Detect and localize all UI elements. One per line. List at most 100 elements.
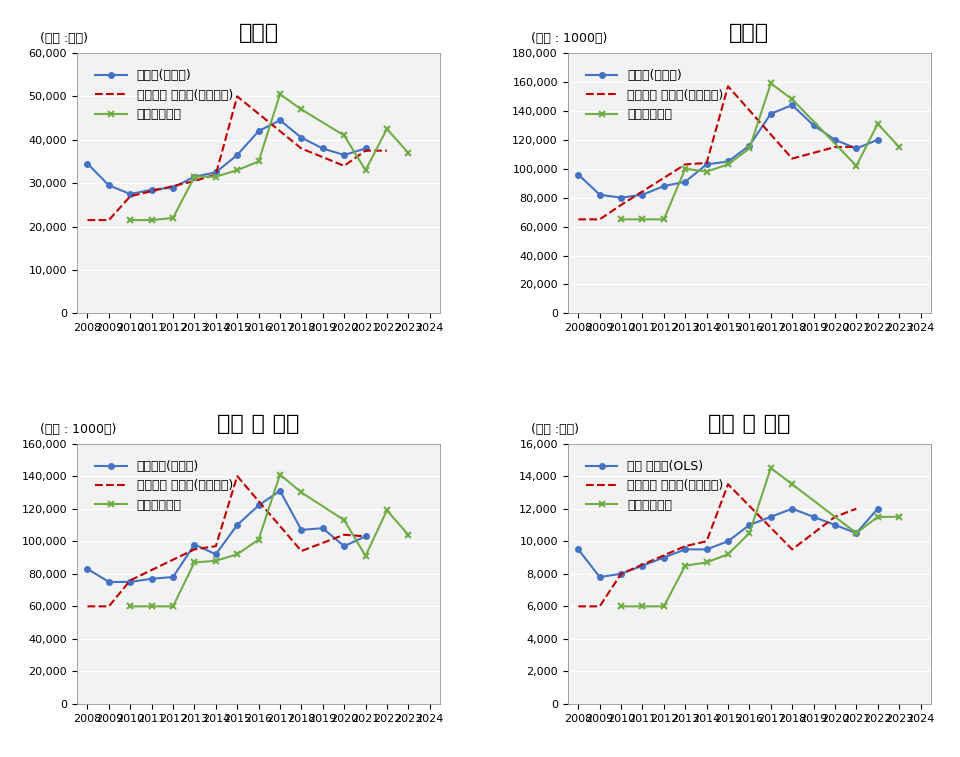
- Line: 향후예상수요: 향후예상수요: [127, 471, 412, 610]
- 출하량(공급량): [338, 151, 349, 160]
- 출하량(공급량): [189, 172, 201, 181]
- 향후예상수요: [402, 530, 414, 539]
- 향후예상수요: [231, 550, 243, 559]
- 채취실적(공급량): [189, 540, 201, 549]
- 착공예측 수요량(단순평균): [851, 142, 862, 151]
- 착공예측 수요량(단순평균): [594, 215, 606, 224]
- 추정 수요량(OLS): [636, 561, 648, 570]
- 향후예상수요: [636, 602, 648, 611]
- 향후예상수요: [189, 172, 201, 181]
- Line: 추정 수요량(OLS): 추정 수요량(OLS): [576, 506, 880, 580]
- 추정 수요량(OLS): [659, 553, 670, 562]
- 착공예측 수요량(단순평균): [829, 142, 841, 151]
- 착공예측 수요량(단순평균): [680, 160, 691, 169]
- 향후예상수요: [296, 488, 307, 497]
- 출하량(공급량): [572, 170, 584, 179]
- 추정 수요량(OLS): [872, 504, 883, 513]
- 향후예상수요: [786, 95, 798, 104]
- 출하량(공급량): [744, 141, 756, 150]
- 추정 수요량(OLS): [722, 537, 733, 546]
- 착공예측 수요량(단순평균): [82, 602, 93, 611]
- 향후예상수요: [252, 535, 264, 544]
- 향후예상수요: [167, 213, 179, 223]
- 착공예측 수요량(단순평균): [338, 530, 349, 539]
- 착공예측 수요량(단순평균): [701, 537, 712, 546]
- 출하량(공급량): [210, 168, 222, 177]
- Line: 향후예상수요: 향후예상수요: [617, 465, 902, 610]
- 향후예상수요: [338, 131, 349, 140]
- 착공예측 수요량(단순평균): [722, 480, 733, 489]
- 추정 수요량(OLS): [572, 545, 584, 554]
- 추정 수요량(OLS): [701, 545, 712, 554]
- 착공예측 수요량(단순평균): [296, 547, 307, 556]
- 출하량(공급량): [360, 144, 372, 153]
- 채취실적(공급량): [167, 572, 179, 581]
- 착공예측 수요량(단순평균): [189, 176, 201, 185]
- Line: 채취실적(공급량): 채취실적(공급량): [84, 488, 369, 584]
- Line: 출하량(공급량): 출하량(공급량): [576, 102, 880, 201]
- 착공예측 수요량(단순평균): [338, 161, 349, 170]
- 출하량(공급량): [701, 160, 712, 169]
- Text: (단위 :천톤): (단위 :천톤): [40, 33, 88, 45]
- Title: 골재 및 석재: 골재 및 석재: [217, 414, 300, 434]
- 착공예측 수요량(단순평균): [103, 602, 114, 611]
- 향후예상수요: [296, 105, 307, 114]
- 채취실적(공급량): [317, 524, 328, 533]
- 향후예상수요: [381, 124, 393, 133]
- 출하량(공급량): [317, 144, 328, 153]
- Legend: 출하량(공급량), 착공예측 수요량(단순평균), 향후예상수요: 출하량(공급량), 착공예측 수요량(단순평균), 향후예상수요: [581, 64, 729, 126]
- Text: (단위 : 1000㎥): (단위 : 1000㎥): [531, 33, 608, 45]
- Title: 철근 및 봉강: 철근 및 봉강: [708, 414, 791, 434]
- 착공예측 수요량(단순평균): [615, 201, 627, 210]
- 착공예측 수요량(단순평균): [722, 82, 733, 91]
- 착공예측 수요량(단순평균): [786, 154, 798, 164]
- 출하량(공급량): [722, 157, 733, 166]
- Line: 착공예측 수요량(단순평균): 착공예측 수요량(단순평균): [87, 96, 387, 220]
- 향후예상수요: [765, 79, 777, 88]
- Line: 향후예상수요: 향후예상수요: [127, 91, 412, 223]
- 향후예상수요: [722, 160, 733, 169]
- 향후예상수요: [275, 470, 286, 479]
- 출하량(공급량): [125, 189, 136, 198]
- 착공예측 수요량(단순평균): [680, 541, 691, 550]
- 착공예측 수요량(단순평균): [615, 569, 627, 578]
- 출하량(공급량): [167, 183, 179, 192]
- 출하량(공급량): [252, 126, 264, 136]
- 추정 수요량(OLS): [765, 512, 777, 522]
- 향후예상수요: [189, 558, 201, 567]
- Line: 향후예상수요: 향후예상수요: [617, 80, 902, 223]
- 착공예측 수요량(단순평균): [210, 170, 222, 179]
- Line: 착공예측 수요량(단순평균): 착공예측 수요량(단순평균): [578, 484, 856, 606]
- 향후예상수요: [851, 528, 862, 537]
- 채취실적(공급량): [338, 541, 349, 550]
- 향후예상수요: [360, 551, 372, 560]
- 추정 수요량(OLS): [786, 504, 798, 513]
- 향후예상수요: [659, 215, 670, 224]
- 향후예상수요: [659, 602, 670, 611]
- 착공예측 수요량(단순평균): [572, 215, 584, 224]
- 향후예상수요: [402, 148, 414, 157]
- 출하량(공급량): [103, 181, 114, 190]
- 착공예측 수요량(단순평균): [360, 532, 372, 541]
- 착공예측 수요량(단순평균): [231, 92, 243, 101]
- 향후예상수요: [636, 215, 648, 224]
- 착공예측 수요량(단순평균): [189, 545, 201, 554]
- 향후예상수요: [872, 512, 883, 522]
- 출하량(공급량): [146, 185, 157, 195]
- 채취실적(공급량): [231, 521, 243, 530]
- 추정 수요량(OLS): [851, 528, 862, 537]
- 출하량(공급량): [872, 136, 883, 145]
- 착공예측 수요량(단순평균): [786, 545, 798, 554]
- 출하량(공급량): [275, 116, 286, 125]
- 향후예상수요: [615, 602, 627, 611]
- 향후예상수요: [146, 602, 157, 611]
- 출하량(공급량): [82, 159, 93, 168]
- 착공예측 수요량(단순평균): [210, 541, 222, 550]
- 채취실적(공급량): [252, 501, 264, 510]
- 향후예상수요: [701, 558, 712, 567]
- 향후예상수요: [872, 120, 883, 129]
- Text: (단위 :천톤): (단위 :천톤): [531, 423, 579, 436]
- 추정 수요량(OLS): [829, 521, 841, 530]
- 착공예측 수요량(단순평균): [701, 158, 712, 167]
- Legend: 추정 수요량(OLS), 착공예측 수요량(단순평균), 향후예상수요: 추정 수요량(OLS), 착공예측 수요량(단순평균), 향후예상수요: [581, 455, 729, 516]
